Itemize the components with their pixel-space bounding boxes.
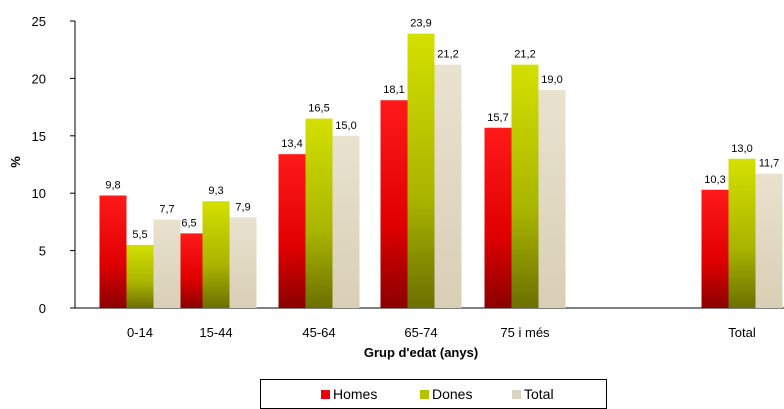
x-axis: 0-14 15-44 45-64 65-74 75 i més Total: [75, 307, 784, 340]
y-tick-label: 5: [39, 244, 46, 259]
bar-homes: [484, 127, 512, 308]
data-label: 7,9: [235, 201, 250, 213]
legend-item-homes: Homes: [321, 386, 377, 402]
bar-total: [332, 135, 360, 308]
legend-label-homes: Homes: [333, 386, 378, 402]
bar-dones: [407, 33, 435, 309]
bar-dones: [511, 64, 539, 309]
data-label: 18,1: [383, 84, 404, 96]
x-tick-label: 75 i més: [500, 325, 550, 340]
data-label: 15,7: [487, 112, 508, 124]
bar-dones: [202, 201, 230, 308]
data-label: 6,5: [181, 217, 196, 229]
x-axis-title: Grup d'edat (anys): [364, 345, 478, 360]
legend-swatch-homes: [321, 390, 330, 399]
legend-label-total: Total: [524, 386, 554, 402]
bar-dones: [305, 118, 333, 308]
bar-homes: [278, 154, 306, 308]
legend-swatch-total: [512, 390, 521, 399]
data-labels: 9,8 6,5 13,4 18,1 15,7 10,3 5,5 9,3 16,5 23,9 21,2…: [105, 18, 779, 241]
bar-total: [153, 219, 181, 308]
bar-homes: [701, 189, 729, 308]
x-tick-label: 15-44: [199, 325, 232, 340]
bar-total: [229, 217, 257, 308]
legend-item-total: Total: [512, 386, 554, 402]
data-label: 19,0: [541, 74, 562, 86]
data-label: 13,4: [281, 138, 302, 150]
bar-dones: [126, 244, 154, 308]
data-label: 23,9: [410, 18, 431, 30]
data-label: 10,3: [704, 174, 725, 186]
x-tick-label: Total: [728, 325, 756, 340]
y-tick-label: 10: [32, 186, 46, 201]
y-tick-label: 15: [32, 129, 46, 144]
bar-homes: [380, 100, 408, 308]
data-label: 15,0: [335, 120, 356, 132]
data-label: 9,3: [208, 185, 223, 197]
y-tick-label: 20: [32, 71, 46, 86]
x-tick-label: 65-74: [404, 325, 437, 340]
bar-dones: [728, 158, 756, 308]
x-tick-label: 45-64: [302, 325, 335, 340]
data-label: 21,2: [437, 49, 458, 61]
data-label: 21,2: [514, 49, 535, 61]
data-label: 11,7: [759, 158, 780, 170]
data-label: 16,5: [308, 103, 329, 115]
data-label: 7,7: [159, 204, 174, 216]
bar-total: [755, 173, 783, 308]
y-axis-title: %: [8, 156, 23, 168]
legend-swatch-dones: [420, 390, 429, 399]
bar-total: [538, 89, 566, 308]
data-label: 5,5: [132, 229, 147, 241]
y-axis: 0 5 10 15 20 25: [32, 14, 76, 316]
y-tick-label: 0: [39, 301, 46, 316]
data-label: 13,0: [731, 143, 752, 155]
bar-total: [434, 64, 462, 309]
data-label: 9,8: [105, 179, 120, 191]
x-tick-label: 0-14: [127, 325, 153, 340]
legend: Homes Dones Total: [260, 379, 607, 409]
legend-item-dones: Dones: [420, 386, 472, 402]
bar-homes: [99, 195, 127, 308]
y-tick-label: 25: [32, 14, 46, 29]
bars: [99, 33, 783, 309]
legend-label-dones: Dones: [432, 386, 473, 402]
